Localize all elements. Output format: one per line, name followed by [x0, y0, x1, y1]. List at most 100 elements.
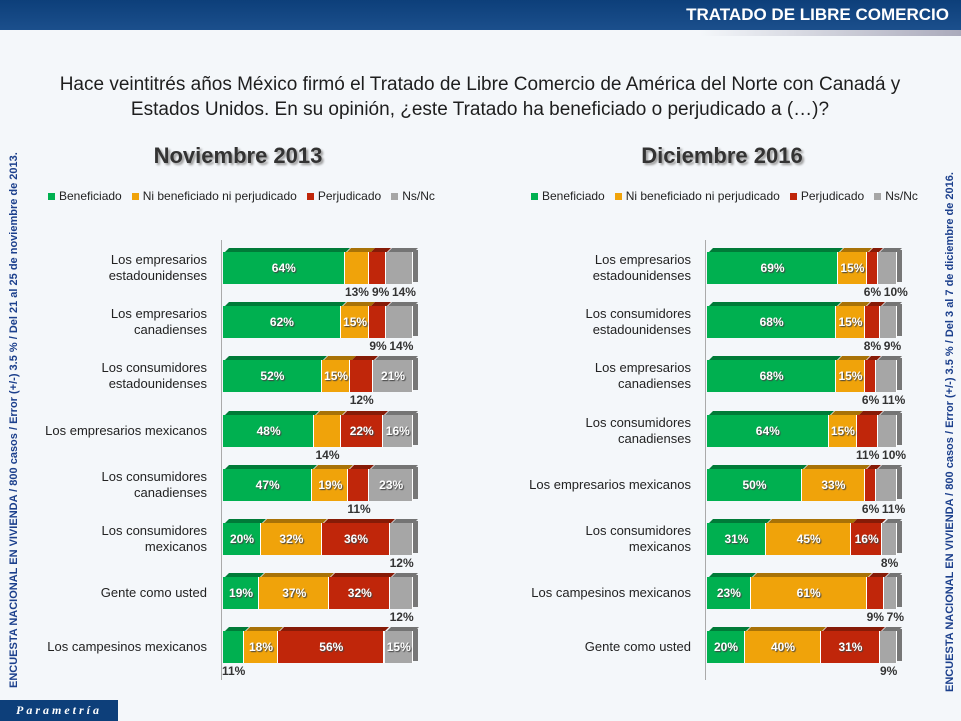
category-label: Gente como usted [584, 639, 691, 655]
bar-value-label: 61% [796, 586, 821, 601]
bar-value-label: 14% [389, 339, 414, 354]
bar-value-label: 48% [256, 423, 281, 438]
category-label: Los empresarios mexicanos [529, 476, 691, 492]
bar-value-label: 14% [391, 285, 416, 299]
legend: Beneficiado Ni beneficiado ni perjudicado… [531, 189, 918, 203]
bar-value-label: 11% [856, 447, 880, 462]
bar-end [897, 466, 902, 499]
bar-segment [223, 360, 322, 393]
bar-end [413, 521, 418, 553]
bar-segment [348, 468, 370, 501]
bar-value-label: 32% [347, 586, 372, 601]
bar-segment [866, 252, 878, 284]
bar-value-label: 64% [755, 423, 780, 438]
bar-segment [838, 252, 867, 284]
bar-value-label: 15% [343, 315, 368, 330]
parametria-logo: Parametría [0, 700, 118, 721]
bar-value-label: 52% [260, 369, 285, 384]
bar-segment [344, 252, 370, 284]
bar-segment [864, 468, 877, 501]
bar-segment [382, 414, 413, 447]
y-axis [221, 240, 222, 680]
legend-swatch [874, 193, 882, 200]
legend-swatch [789, 193, 797, 200]
bar-end [897, 412, 902, 445]
bar-value-label: 33% [821, 477, 846, 492]
bar-value-label: 45% [796, 532, 821, 546]
bar-value-label: 47% [255, 477, 280, 492]
category-label: Gente como usted [100, 585, 207, 601]
category-label: Los campesinos mexicanos [47, 639, 207, 655]
bar-segment [384, 631, 413, 664]
bar-segment [390, 577, 413, 610]
bar-segment [314, 414, 341, 447]
bar-segment [386, 306, 413, 339]
bar-segment [223, 414, 315, 447]
bar-segment [350, 360, 374, 393]
bar-segment [223, 306, 341, 339]
bar-segment [876, 468, 897, 501]
bar-value-label: 22% [349, 423, 374, 438]
bar-value-label: 15% [324, 369, 349, 384]
header-bar: TRATADO DE LIBRE COMERCIO [0, 0, 961, 30]
bar-value-label: 10% [883, 285, 908, 299]
legend-item: Ns/Nc [391, 189, 435, 203]
bar-segment [340, 414, 383, 447]
bar-segment [369, 468, 413, 501]
bar-segment [857, 414, 878, 447]
bar-value-label: 12% [349, 393, 374, 408]
bar-end [897, 521, 902, 553]
bar-value-label: 20% [230, 532, 255, 546]
legend-item: Ns/Nc [874, 189, 918, 203]
bar-value-label: 16% [385, 423, 410, 438]
bar-value-label: 56% [319, 640, 344, 655]
bar-value-label: 12% [389, 556, 414, 570]
bar-segment [765, 523, 852, 555]
bar-value-label: 11% [881, 393, 906, 408]
legend-label: Beneficiado [59, 189, 122, 203]
category-label: Los consumidores canadienses [101, 468, 208, 500]
bar-end [413, 250, 418, 282]
bar-segment [879, 306, 897, 339]
legend-swatch [391, 193, 399, 200]
bar-value-label: 23% [716, 586, 741, 601]
bar-value-label: 6% [861, 393, 880, 408]
bar-value-label: 11% [347, 501, 371, 516]
bar-value-label: 9% [371, 285, 390, 299]
bar-end [413, 629, 418, 662]
bar-value-label: 15% [838, 369, 863, 384]
bar-value-label: 6% [863, 285, 882, 299]
header-shadow [700, 30, 961, 36]
bar-value-label: 12% [389, 610, 414, 625]
bar-segment [750, 577, 867, 610]
chart-title: Noviembre 2013 [153, 143, 323, 168]
bar-value-label: 8% [863, 339, 882, 354]
bar-value-label: 15% [840, 261, 865, 275]
legend-item: Beneficiado [48, 189, 122, 203]
bar-segment [864, 360, 877, 393]
bar-segment [321, 360, 351, 393]
bar-value-label: 19% [318, 477, 343, 492]
bar-end [897, 629, 902, 662]
category-label: Los campesinos mexicanos [531, 585, 691, 601]
bar-value-label: 15% [838, 315, 863, 330]
bar-value-label: 68% [759, 369, 784, 384]
bar-segment [390, 523, 413, 555]
category-label: Los empresarios canadienses [110, 306, 207, 338]
bar-value-label: 6% [861, 501, 880, 516]
legend-item: Perjudicado [306, 189, 381, 203]
category-label: Los consumidores canadienses [585, 414, 692, 446]
bar-value-label: 32% [279, 532, 304, 546]
bar-segment [369, 306, 387, 339]
bar-value-label: 8% [880, 556, 899, 570]
legend-swatch [131, 193, 139, 200]
side-note-left: ENCUESTA NACIONAL EN VIVIENDA / 800 caso… [8, 152, 20, 688]
bar-value-label: 40% [771, 640, 796, 655]
bar-segment [223, 577, 260, 610]
bar-segment [707, 360, 837, 393]
bar-value-label: 11% [221, 664, 246, 679]
bar-value-label: 9% [879, 664, 898, 679]
bar-segment [876, 360, 897, 393]
bar-value-label: 20% [714, 640, 739, 655]
bar-value-label: 13% [344, 285, 369, 299]
